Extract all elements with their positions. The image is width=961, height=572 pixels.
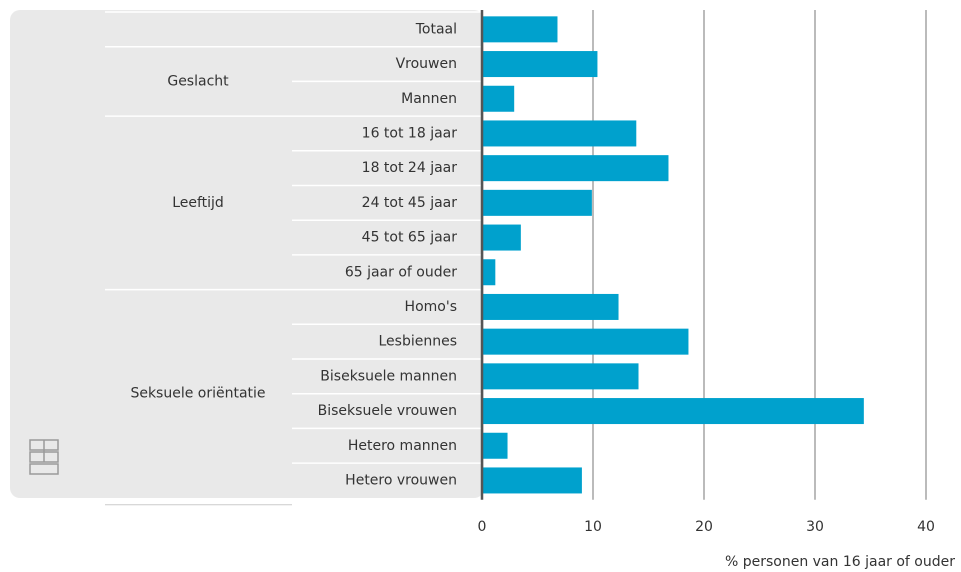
x-tick-label: 0 [478,519,487,535]
y-tick-label: Lesbiennes [378,334,457,350]
bar [482,51,598,78]
bar [482,16,558,43]
group-label: Geslacht [167,73,229,89]
y-tick-label: Hetero vrouwen [345,472,457,488]
x-tick-label: 10 [584,519,602,535]
bar [482,155,669,182]
label-panel [10,10,484,498]
y-tick-label: 65 jaar of ouder [345,264,457,280]
y-tick-label: Biseksuele vrouwen [318,403,457,419]
bar [482,328,689,355]
y-tick-label: 16 tot 18 jaar [362,125,458,141]
bar [482,398,864,425]
bar [482,120,637,147]
bar [482,467,582,494]
y-tick-label: Hetero mannen [348,438,457,454]
y-tick-label: Biseksuele mannen [320,368,457,384]
bar [482,259,496,286]
bar [482,224,521,251]
x-tick-label: 20 [695,519,713,535]
logo [29,439,59,475]
bar [482,432,508,459]
bar [482,189,592,216]
bar [482,363,639,390]
group-label: Seksuele oriëntatie [130,386,265,402]
x-tick-label: 40 [917,519,935,535]
x-tick-label: 30 [806,519,824,535]
bar [482,85,515,112]
y-tick-label: Mannen [401,91,457,107]
bar [482,293,619,320]
y-tick-label: Totaal [415,21,457,37]
y-tick-label: 18 tot 24 jaar [362,160,458,176]
group-label: Leeftijd [172,195,224,211]
y-tick-label: Homo's [405,299,457,315]
y-tick-label: 24 tot 45 jaar [362,195,458,211]
y-tick-label: Vrouwen [396,56,457,72]
y-tick-label: 45 tot 65 jaar [362,230,458,246]
x-axis-title: % personen van 16 jaar of ouder [725,554,955,570]
